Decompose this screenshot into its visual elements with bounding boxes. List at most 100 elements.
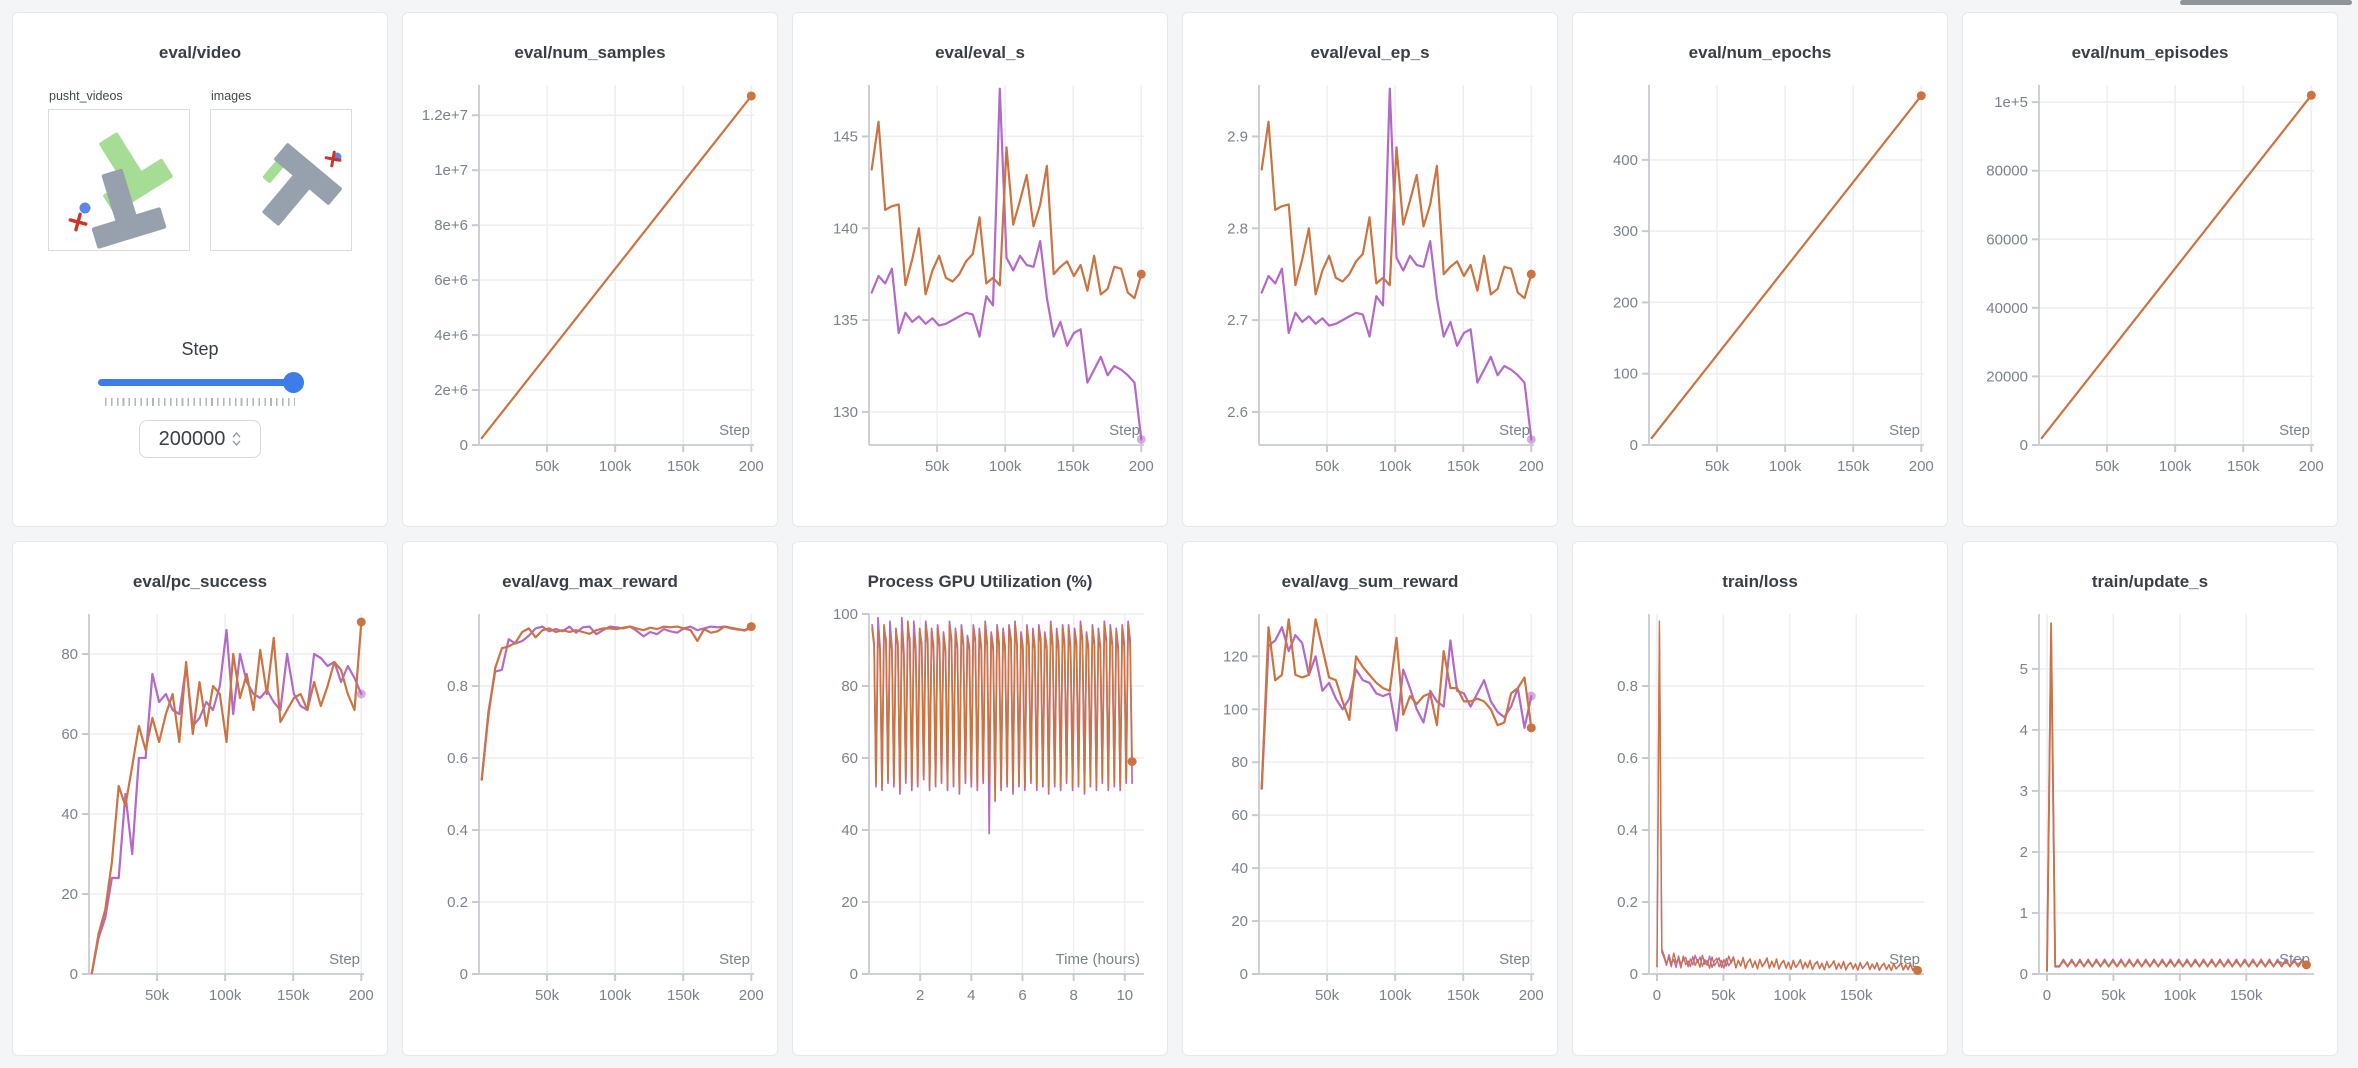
chart-canvas[interactable]: 50k 100k 150k 200 0 0.2 0.4 0.6 0.8 Step: [415, 600, 767, 1036]
y-tick-label: 6e+6: [434, 272, 468, 289]
media-thumbnail-images[interactable]: [210, 109, 352, 251]
agent-dot: [79, 202, 91, 214]
chart-canvas[interactable]: 50k 100k 150k 200 0 20 40 60 80 100 120 Step: [1195, 600, 1547, 1036]
chart-canvas[interactable]: 50k 100k 150k 200 0 100 200 300 400 Step: [1585, 71, 1937, 507]
x-tick-label: 50k: [925, 458, 950, 475]
goal-cross-icon: [68, 212, 88, 232]
x-tick-label: 150k: [667, 458, 700, 475]
panel-title: eval/pc_success: [132, 572, 268, 591]
x-tick-label: 100k: [989, 458, 1022, 475]
series-endpoint-dot-orange: [1913, 965, 1923, 975]
y-tick-label: 0.2: [447, 894, 468, 911]
y-tick-label: 80000: [1986, 163, 2028, 180]
x-tick-label: 150k: [1837, 458, 1870, 475]
series-group: [1650, 94, 1923, 439]
x-axis-label: Step: [1109, 422, 1140, 439]
series-line-orange: [480, 94, 753, 440]
panel-eval-eval_s: eval/eval_s 50k 100k 150k 200 130 135 140 145 Ste…: [792, 12, 1168, 527]
x-tick-label: 200: [2299, 458, 2324, 475]
series-line-violet: [90, 628, 363, 974]
chart-canvas[interactable]: 50k 100k 150k 200 0 2e+6 4e+6 6e+6 8e+6 1e+7 1.2e+…: [415, 71, 767, 507]
chart-canvas[interactable]: 50k 100k 150k 200 130 135 140 145 Step: [805, 71, 1157, 507]
green-sliver-shape: [262, 161, 284, 183]
y-tick-label: 2.6: [1227, 404, 1248, 421]
y-tick-label: 0: [460, 437, 468, 454]
x-tick-label: 50k: [2095, 458, 2120, 475]
panel-title: eval/avg_sum_reward: [1281, 572, 1459, 591]
x-tick-label: 100k: [2164, 987, 2197, 1004]
y-tick-label: 40: [1231, 860, 1248, 877]
y-tick-label: 80: [841, 678, 858, 695]
y-tick-label: 1: [2020, 905, 2028, 922]
series-group: [871, 616, 1133, 835]
stepper-down-icon[interactable]: [232, 440, 241, 446]
x-tick-label: 100k: [2159, 458, 2192, 475]
series-line-violet: [1260, 626, 1533, 790]
x-tick-label: 200: [1519, 458, 1544, 475]
y-tick-label: 20000: [1986, 368, 2028, 385]
series-line-violet: [1656, 631, 1919, 972]
y-tick-label: 140: [833, 220, 858, 237]
goal-cross-icon: [324, 150, 342, 168]
y-tick-label: 1e+5: [1994, 94, 2028, 111]
x-tick-label: 100k: [209, 987, 242, 1004]
slider-handle[interactable]: [283, 372, 304, 393]
panel-train-loss: train/loss 0 50k 100k 150k 0 0.2 0.4 0.6 0.8 Step: [1572, 541, 1948, 1056]
chart-canvas[interactable]: 50k 100k 150k 200 2.6 2.7 2.8 2.9 Step: [1195, 71, 1547, 507]
slider-track[interactable]: [98, 379, 302, 386]
horizontal-scrollbar-thumb[interactable]: [2180, 0, 2352, 5]
x-tick-label: 6: [1018, 987, 1026, 1004]
series-endpoint-dot-orange: [1526, 723, 1536, 733]
y-tick-label: 1e+7: [434, 162, 468, 179]
x-tick-label: 50k: [1705, 458, 1730, 475]
series-line-orange: [2046, 622, 2308, 972]
panel-eval-num_samples: eval/num_samples 50k 100k 150k 200 0 2e+6 4e+6 6…: [402, 12, 778, 527]
x-tick-label: 150k: [1447, 458, 1480, 475]
series-endpoint-dot-violet: [1526, 691, 1536, 701]
y-tick-label: 4: [2020, 722, 2028, 739]
media-thumbnail-pusht-videos[interactable]: [48, 109, 190, 251]
step-number-input[interactable]: 200000: [139, 420, 261, 458]
step-slider[interactable]: [98, 372, 304, 394]
y-tick-label: 40: [61, 806, 78, 823]
panel-process-gpu-utilization: Process GPU Utilization (%) 2 4 6 8 10 0 20 40 60…: [792, 541, 1168, 1056]
y-tick-label: 2e+6: [434, 382, 468, 399]
y-tick-label: 40000: [1986, 300, 2028, 317]
y-tick-label: 0: [850, 966, 858, 983]
y-tick-label: 60000: [1986, 231, 2028, 248]
chart-canvas[interactable]: 0 50k 100k 150k 0 0.2 0.4 0.6 0.8 Step: [1585, 600, 1937, 1036]
panel-title: eval/video: [158, 43, 242, 62]
panel-title: eval/num_episodes: [2071, 43, 2229, 62]
series-line-violet: [1260, 87, 1533, 441]
series-line-orange: [480, 625, 753, 781]
series-endpoint-dot-orange: [1136, 269, 1146, 279]
panel-eval-video: eval/video pusht_videos: [12, 12, 388, 527]
x-tick-label: 2: [916, 987, 924, 1004]
y-tick-label: 120: [1223, 648, 1248, 665]
panel-eval-avg_max_reward: eval/avg_max_reward 50k 100k 150k 200 0 0.2 0.4…: [402, 541, 778, 1056]
x-tick-label: 100k: [599, 987, 632, 1004]
stepper: [232, 432, 241, 446]
panel-title: eval/num_epochs: [1688, 43, 1832, 62]
y-tick-label: 60: [841, 750, 858, 767]
y-tick-label: 0: [1240, 966, 1248, 983]
x-tick-label: 150k: [1057, 458, 1090, 475]
panel-title: train/update_s: [2091, 572, 2209, 591]
x-axis-label: Step: [719, 951, 750, 968]
stepper-up-icon[interactable]: [232, 432, 241, 438]
series-group: [480, 625, 753, 781]
x-tick-label: 150k: [277, 987, 310, 1004]
y-tick-label: 20: [1231, 913, 1248, 930]
y-tick-label: 5: [2020, 661, 2028, 678]
series-endpoint-dot-orange: [1127, 757, 1137, 767]
y-tick-label: 2: [2020, 844, 2028, 861]
chart-canvas[interactable]: 50k 100k 150k 200 0 20 40 60 80 Step: [25, 600, 377, 1036]
y-tick-label: 4e+6: [434, 327, 468, 344]
y-tick-label: 60: [61, 726, 78, 743]
panel-title: eval/num_samples: [514, 43, 666, 62]
y-tick-label: 0.4: [447, 822, 468, 839]
chart-canvas[interactable]: 50k 100k 150k 200 0 20000 40000 60000 80000 1e+5 S…: [1975, 71, 2327, 507]
